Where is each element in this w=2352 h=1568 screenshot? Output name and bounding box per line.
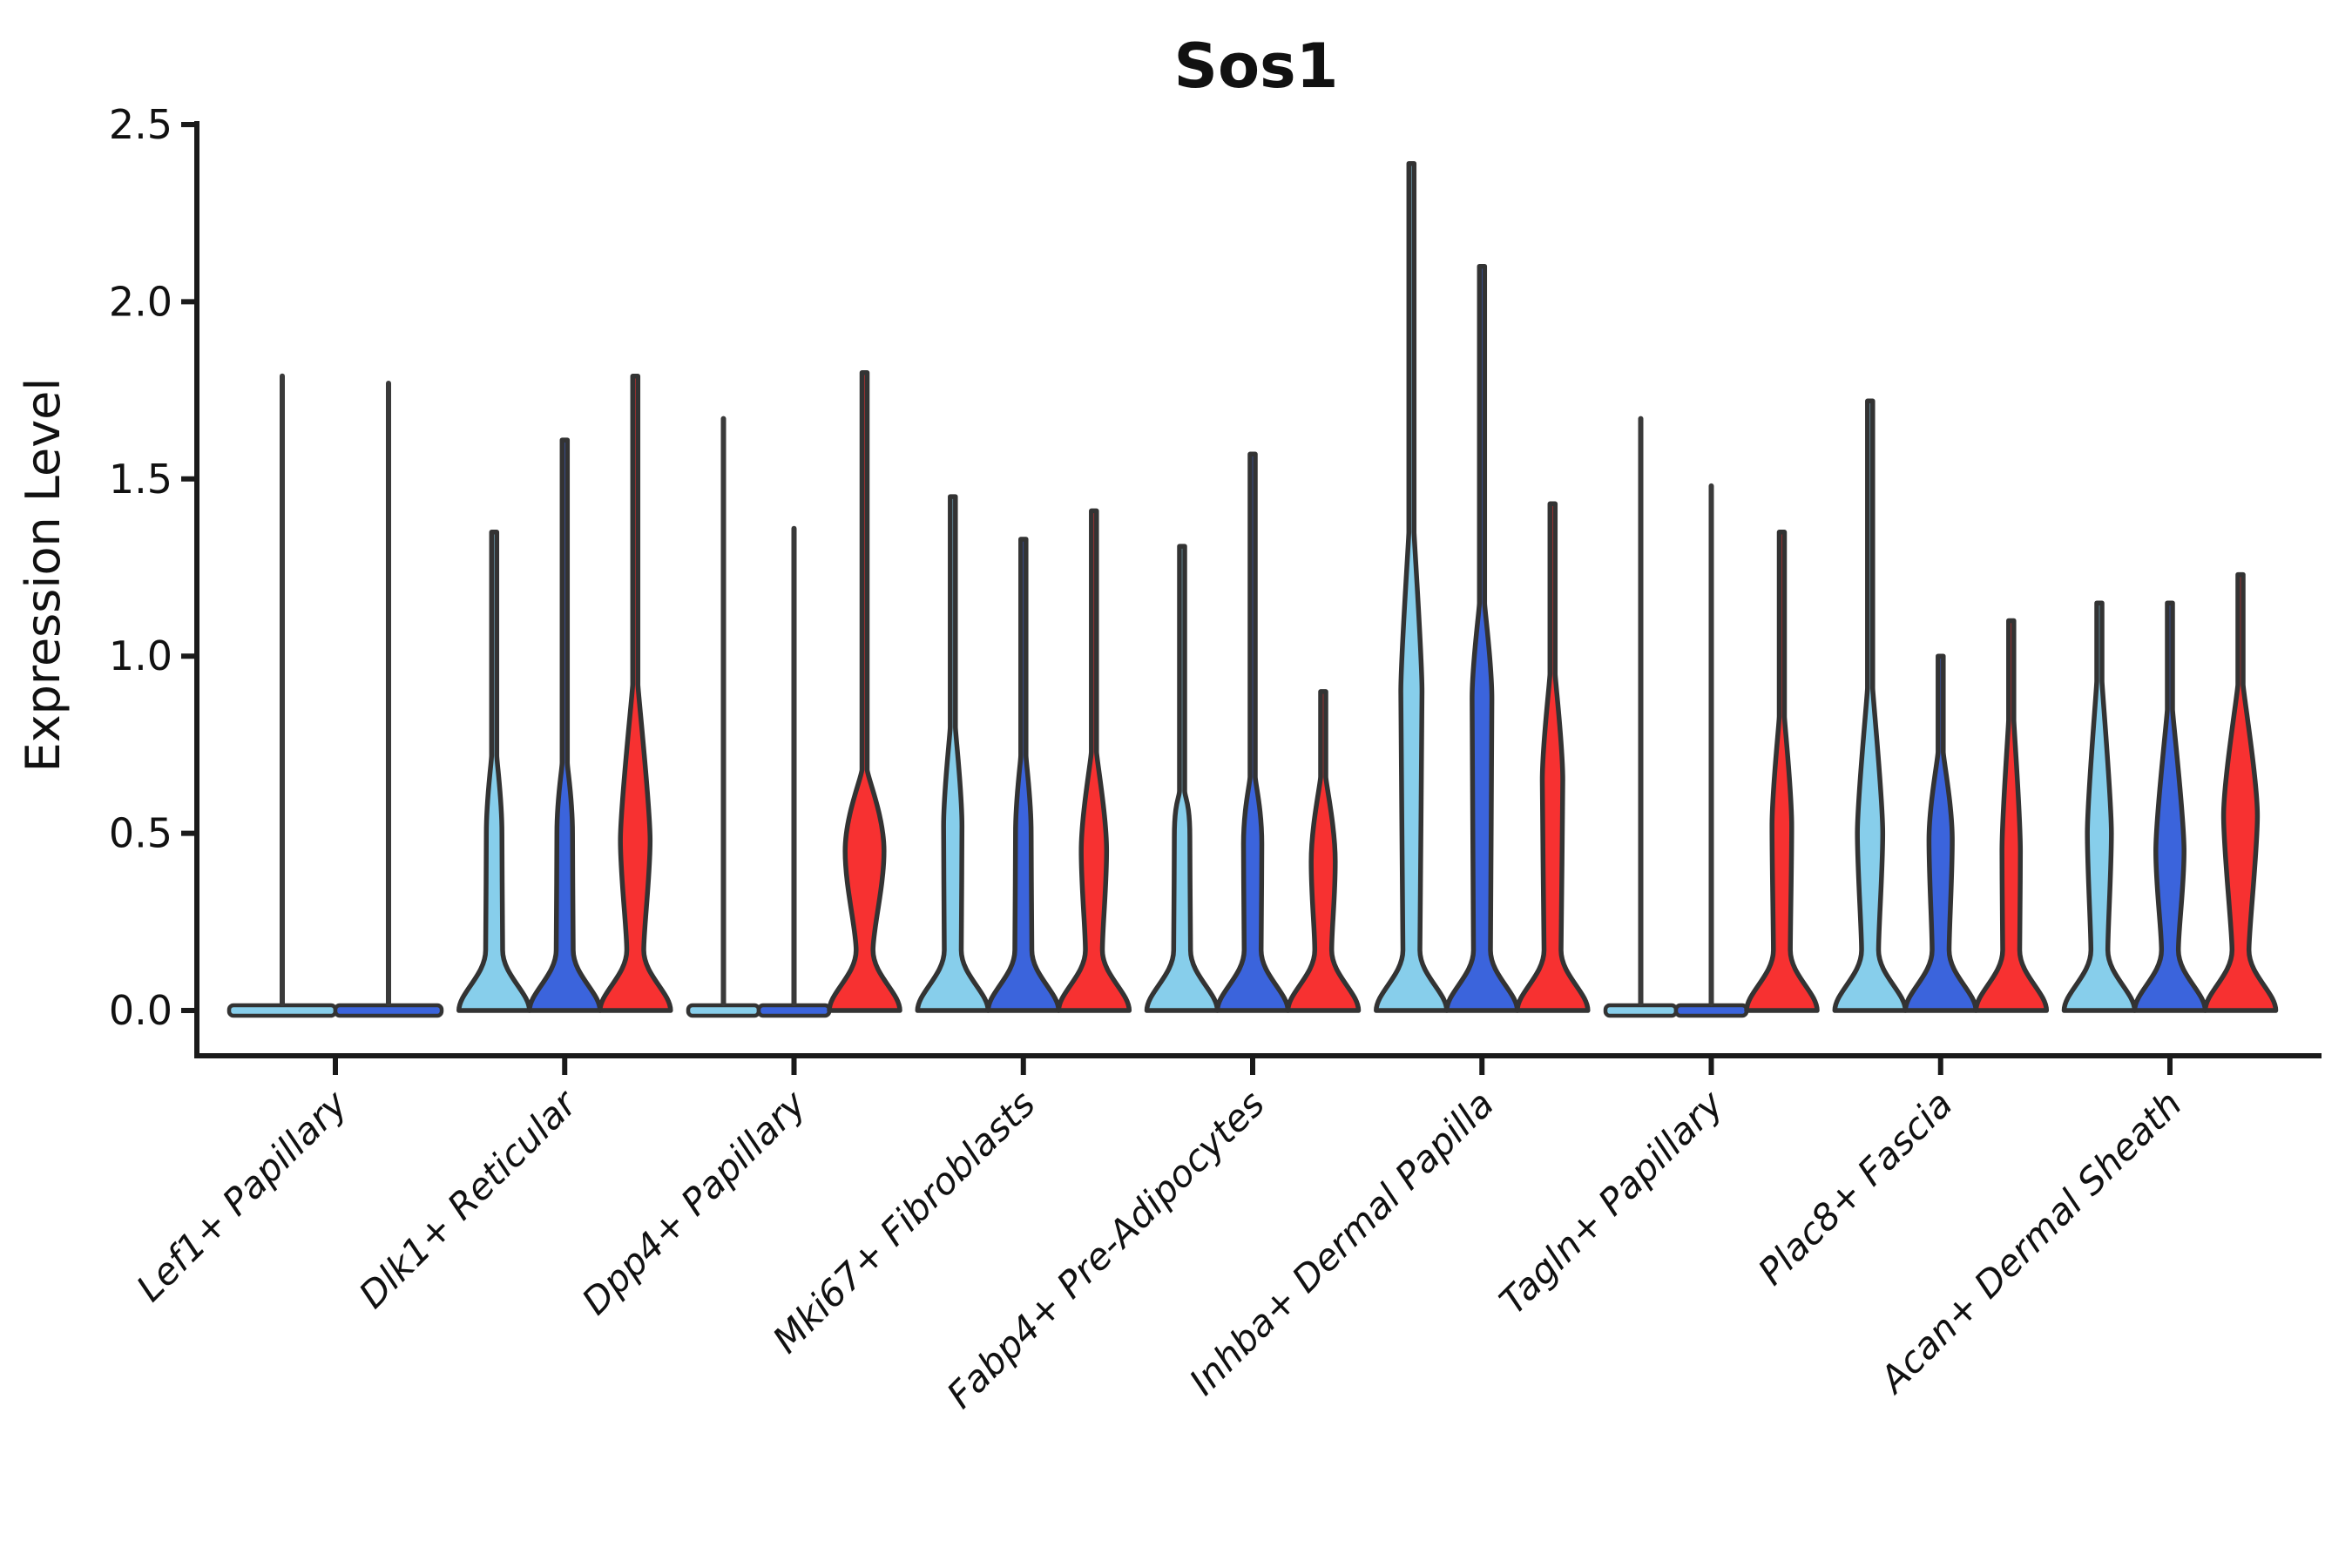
y-axis-label: Expression Level bbox=[16, 378, 71, 773]
axis-spine bbox=[194, 121, 2322, 1058]
violin bbox=[1973, 618, 2050, 1013]
x-tick-label: Dlk1+ Reticular bbox=[351, 1080, 587, 1316]
violin bbox=[527, 437, 603, 1013]
y-tick-label: 0.5 bbox=[109, 810, 172, 857]
y-tick-label: 1.5 bbox=[109, 456, 172, 503]
violin bbox=[1214, 451, 1291, 1013]
violin bbox=[985, 537, 1062, 1013]
violin bbox=[1903, 653, 1979, 1013]
violin-flat-base bbox=[756, 1003, 832, 1018]
x-tick-label: Tagln+ Papillary bbox=[1491, 1082, 1733, 1323]
violin-flat-base bbox=[226, 1003, 338, 1018]
violin bbox=[827, 370, 902, 1013]
violin bbox=[1056, 508, 1132, 1013]
y-tick-label: 2.5 bbox=[109, 101, 172, 148]
violin-layer bbox=[226, 160, 2279, 1018]
violin bbox=[1515, 501, 1591, 1013]
violin bbox=[1144, 544, 1220, 1013]
x-tick-label: Dpp4+ Papillary bbox=[573, 1082, 814, 1323]
x-tick-label: Mki67+ Fibroblasts bbox=[765, 1082, 1044, 1361]
x-tick-label: Lef1+ Papillary bbox=[128, 1082, 356, 1310]
violin bbox=[598, 374, 673, 1013]
violin bbox=[2061, 600, 2138, 1013]
violin-flat-base bbox=[1673, 1003, 1749, 1018]
violin bbox=[1744, 530, 1820, 1013]
x-tick-label: Plac8+ Fascia bbox=[1750, 1082, 1961, 1293]
y-tick-label: 1.0 bbox=[109, 632, 172, 679]
violin bbox=[1832, 398, 1909, 1013]
violin-flat-base bbox=[1603, 1003, 1679, 1018]
violin bbox=[915, 494, 991, 1013]
violin bbox=[2202, 571, 2279, 1013]
violin bbox=[1374, 160, 1450, 1013]
violin bbox=[456, 530, 532, 1013]
chart-title: Sos1 bbox=[1174, 30, 1339, 102]
violin bbox=[2132, 600, 2208, 1013]
violin-flat-base bbox=[333, 1003, 444, 1018]
violin-flat-base bbox=[686, 1003, 761, 1018]
y-tick-label: 2.0 bbox=[109, 278, 172, 325]
violin bbox=[1285, 689, 1362, 1013]
y-tick-label: 0.0 bbox=[109, 987, 172, 1034]
violin bbox=[1444, 263, 1520, 1013]
